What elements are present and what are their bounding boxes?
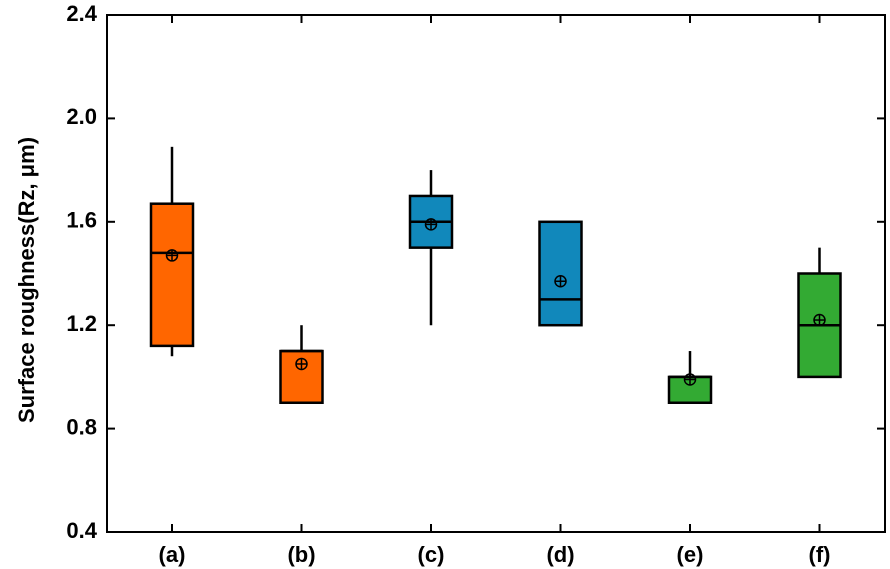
x-axis-ticks: (a) (b) (c) (d) (e) (f)	[159, 15, 831, 567]
box-body	[538, 220, 583, 327]
x-tick-label: (d)	[546, 542, 574, 567]
y-axis-ticks: 0.4 0.8 1.2 1.6 2.0 2.4	[66, 1, 885, 543]
box-c	[408, 170, 454, 326]
box-d	[538, 220, 583, 327]
y-tick-label: 1.2	[66, 311, 97, 336]
x-tick-label: (f)	[809, 542, 831, 567]
x-tick-label: (a)	[159, 542, 186, 567]
y-tick-label: 2.4	[66, 1, 97, 26]
plot-area	[106, 14, 886, 533]
y-axis-label: Surface roughness(Rz, μm)	[14, 137, 39, 423]
box-b	[279, 325, 324, 404]
x-tick-label: (b)	[287, 542, 315, 567]
box-series	[149, 146, 842, 404]
y-tick-label: 2.0	[66, 104, 97, 129]
box-a	[149, 146, 195, 357]
box-f	[797, 247, 842, 379]
y-tick-label: 0.4	[66, 518, 97, 543]
x-tick-label: (c)	[418, 542, 445, 567]
x-tick-label: (e)	[677, 542, 704, 567]
plot-frame	[106, 14, 886, 533]
y-tick-label: 0.8	[66, 414, 97, 439]
box-e	[667, 351, 713, 404]
box-body	[149, 202, 195, 348]
y-tick-label: 1.6	[66, 208, 97, 233]
